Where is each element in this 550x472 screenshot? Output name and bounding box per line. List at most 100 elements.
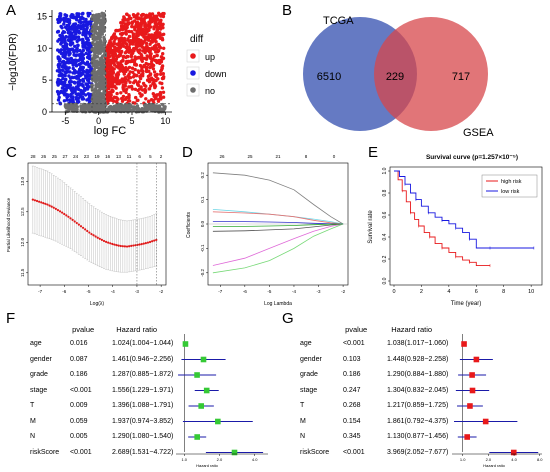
volcano-point [114, 36, 119, 40]
volcano-point [62, 84, 66, 88]
lasso-top-tick-label: 25 [247, 154, 253, 159]
volcano-point [79, 16, 83, 21]
volcano-point [65, 98, 69, 102]
volcano-point [158, 25, 162, 29]
legend-high-risk-label: high risk [501, 179, 522, 185]
cv-point [63, 212, 66, 216]
survival-x-tick-label: 0 [392, 289, 395, 295]
volcano-point [132, 46, 136, 51]
volcano-point [120, 96, 124, 101]
volcano-point [109, 68, 113, 72]
volcano-point [149, 52, 153, 56]
volcano-point [81, 77, 85, 82]
volcano-point [162, 46, 166, 50]
cv-top-tick-label: 2 [160, 154, 163, 159]
volcano-point [115, 91, 119, 96]
forest-row-variable: T [300, 402, 305, 409]
cv-plot-frame [27, 162, 167, 286]
volcano-point [152, 14, 157, 18]
volcano-point [157, 92, 162, 97]
volcano-point [76, 35, 81, 39]
survival-y-tick-label: 0.8 [382, 189, 388, 196]
volcano-point [78, 74, 82, 78]
volcano-y-tick-label: 15 [37, 11, 47, 21]
volcano-point [58, 33, 62, 38]
forest-row-pvalue: 0.154 [343, 417, 361, 425]
volcano-point [121, 83, 126, 87]
volcano-point [144, 97, 148, 101]
volcano-point [62, 62, 67, 67]
volcano-point [153, 97, 157, 101]
cv-point [61, 211, 64, 214]
volcano-point [103, 107, 107, 111]
forest-row-variable: N [300, 433, 306, 440]
volcano-point [121, 21, 126, 25]
volcano-point [105, 69, 109, 73]
forest-f-x-label: Hazard ratio [196, 463, 219, 468]
volcano-y-label: −log10(FDR) [8, 33, 19, 91]
volcano-point [99, 86, 103, 90]
volcano-point [111, 57, 116, 61]
volcano-point [124, 32, 128, 36]
volcano-point [148, 78, 152, 82]
volcano-point [64, 77, 68, 82]
volcano-point [96, 18, 100, 22]
volcano-point [120, 99, 125, 103]
volcano-point [59, 12, 63, 16]
cv-point [71, 218, 74, 221]
forest-row: N 0.345 1.130(0.877−1.456) [300, 429, 448, 445]
volcano-point [59, 48, 63, 52]
survival-x-tick-label: 8 [502, 289, 505, 295]
volcano-point [151, 67, 156, 71]
volcano-point [92, 18, 97, 22]
forest-x-tick-label: 1.0 [181, 457, 187, 462]
volcano-point [77, 80, 81, 84]
volcano-point [136, 16, 141, 20]
forest-row-hr: 1.937(0.974−3.852) [112, 417, 174, 425]
forest-f-plot: 1.0 2.0 4.0 Hazard ratio [176, 334, 268, 468]
volcano-point [102, 13, 106, 18]
volcano-point [158, 95, 162, 99]
forest-f-rows: age 0.016 1.024(1.004−1.044) gender 0.087 1.4… [30, 336, 173, 460]
volcano-point [148, 42, 152, 46]
volcano-point [95, 40, 99, 45]
volcano-point [92, 61, 96, 65]
lasso-x-label: Log Lambda [264, 301, 292, 307]
volcano-point [56, 77, 60, 82]
volcano-point [102, 35, 106, 40]
forest-row-hr: 1.130(0.877−1.456) [387, 433, 449, 440]
cv-point [107, 241, 110, 244]
volcano-point [113, 106, 118, 111]
panel-label-b: B [282, 2, 293, 19]
volcano-point [106, 62, 111, 66]
volcano-point [115, 96, 119, 100]
volcano-point [146, 62, 151, 67]
volcano-point [124, 103, 129, 108]
volcano-point [147, 28, 151, 32]
forest-row-hr: 1.038(1.017−1.060) [387, 340, 449, 347]
venn-set-gsea [374, 17, 488, 131]
volcano-point [81, 97, 86, 101]
volcano-point [100, 18, 105, 23]
forest-row: grade 0.186 1.290(0.884−1.880) [300, 367, 448, 383]
cv-point [142, 242, 145, 245]
cv-point [144, 242, 147, 245]
volcano-point [131, 13, 136, 17]
forest-row-hr: 1.290(1.080−1.540) [112, 433, 174, 440]
cv-point [138, 243, 141, 246]
volcano-legend: diff up down no [186, 34, 227, 97]
volcano-point [81, 56, 86, 61]
volcano-point [109, 65, 113, 69]
volcano-point [109, 43, 114, 47]
cv-point [102, 239, 106, 243]
forest-row-hr: 1.024(1.004−1.044) [112, 340, 174, 347]
volcano-point [62, 54, 66, 58]
volcano-point [127, 93, 131, 97]
volcano-point [107, 53, 111, 57]
volcano-point [140, 45, 144, 49]
volcano-point [160, 36, 164, 41]
volcano-point [79, 65, 83, 70]
forest-marker [215, 418, 221, 425]
cv-y-tick-label: 13.0 [20, 176, 25, 185]
volcano-point [124, 61, 128, 66]
